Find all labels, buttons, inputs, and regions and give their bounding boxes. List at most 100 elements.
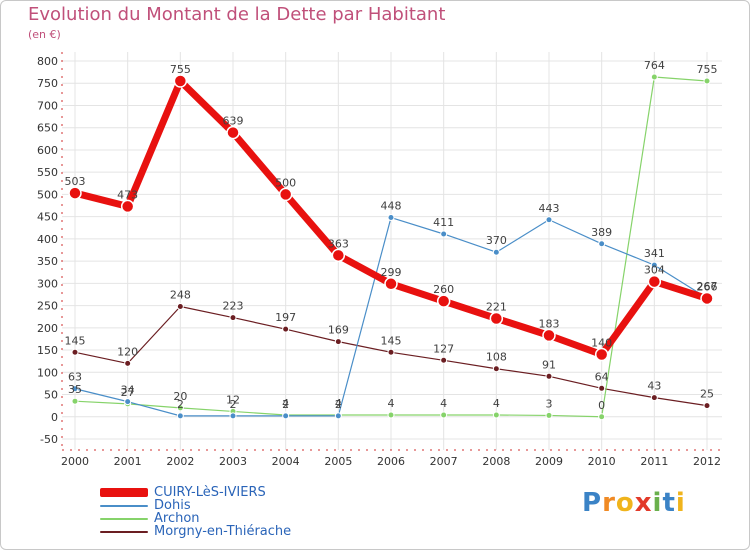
x-tick-label: 2001: [114, 455, 142, 468]
legend-swatch: [100, 530, 148, 533]
y-tick-label: 450: [37, 211, 58, 224]
data-point: [282, 325, 290, 333]
legend-item: Morgny-en-Thiérache: [100, 525, 291, 538]
data-point: [282, 412, 290, 420]
data-point: [542, 328, 556, 343]
data-label: 35: [68, 383, 82, 396]
data-label: 500: [275, 176, 296, 189]
data-point: [173, 74, 188, 88]
y-tick-label: 550: [37, 166, 58, 179]
data-label: 3: [546, 397, 553, 410]
data-label: 20: [173, 390, 187, 403]
data-point: [703, 402, 711, 410]
y-tick-label: 800: [37, 55, 58, 68]
x-tick-label: 2009: [535, 455, 563, 468]
chart-unit-label: (en €): [28, 28, 61, 41]
y-tick-label: 250: [37, 300, 58, 313]
data-label: 140: [591, 337, 612, 350]
data-point: [278, 187, 293, 202]
data-point: [650, 261, 658, 269]
data-label: 2: [335, 398, 342, 411]
data-label: 755: [170, 63, 191, 76]
data-point: [594, 347, 609, 362]
data-point: [700, 291, 714, 306]
data-label: 248: [170, 288, 191, 301]
data-point: [647, 274, 662, 289]
data-label: 2: [282, 398, 289, 411]
data-label: 34: [121, 384, 135, 397]
y-tick-label: 100: [37, 366, 58, 379]
y-tick-label: 50: [44, 389, 58, 402]
data-point: [492, 365, 500, 373]
data-point: [650, 394, 658, 402]
data-label: 91: [542, 358, 556, 371]
x-tick-label: 2007: [430, 455, 458, 468]
data-point: [334, 412, 342, 420]
data-point: [545, 411, 553, 419]
data-point: [124, 398, 132, 406]
data-label: 411: [433, 216, 454, 229]
y-tick-label: 350: [37, 255, 58, 268]
data-point: [334, 338, 342, 346]
data-point: [176, 404, 184, 412]
data-label: 12: [226, 393, 240, 406]
data-label: 639: [223, 115, 244, 128]
data-point: [489, 311, 504, 326]
data-label: 4: [440, 397, 447, 410]
data-point: [226, 125, 240, 140]
data-point: [436, 294, 451, 308]
y-tick-label: 200: [37, 322, 58, 335]
data-label: 221: [486, 300, 507, 313]
y-tick-label: 150: [37, 344, 58, 357]
data-point: [124, 359, 132, 367]
data-label: 764: [644, 59, 665, 72]
data-point: [71, 397, 79, 405]
data-label: 223: [223, 300, 244, 313]
x-tick-label: 2006: [377, 455, 405, 468]
data-point: [229, 412, 237, 420]
data-point: [598, 384, 606, 392]
data-point: [440, 356, 448, 364]
data-label: 503: [65, 175, 86, 188]
data-point: [440, 411, 448, 419]
legend-swatch: [100, 517, 148, 520]
legend-swatch: [100, 504, 148, 507]
proxiti-logo: Proxiti: [582, 488, 686, 518]
data-label: 473: [117, 188, 138, 201]
data-label: 4: [388, 397, 395, 410]
data-point: [703, 77, 711, 85]
data-point: [598, 413, 606, 421]
legend-label: Dohis: [154, 498, 191, 513]
y-tick-label: 500: [37, 188, 58, 201]
data-label: 448: [381, 200, 402, 213]
data-label: 0: [598, 399, 605, 412]
y-tick-label: 700: [37, 99, 58, 112]
y-tick-label: 650: [37, 122, 58, 135]
data-label: 443: [539, 202, 560, 215]
data-point: [331, 248, 346, 263]
data-point: [387, 411, 395, 419]
x-tick-label: 2004: [272, 455, 300, 468]
y-tick-label: 400: [37, 233, 58, 246]
data-point: [229, 314, 237, 322]
data-label: 127: [433, 342, 454, 355]
data-point: [440, 230, 448, 238]
data-point: [545, 372, 553, 380]
legend-label: Archon: [154, 511, 200, 526]
data-label: 4: [335, 397, 342, 410]
legend-label: CUIRY-LèS-IVIERS: [154, 485, 266, 500]
legend-item: CUIRY-LèS-IVIERS: [100, 486, 291, 499]
data-label: 197: [275, 311, 296, 324]
chart-title: Evolution du Montant de la Dette par Hab…: [28, 4, 446, 25]
data-label: 145: [381, 334, 402, 347]
data-label: 145: [65, 334, 86, 347]
x-tick-label: 2011: [640, 455, 668, 468]
data-point: [120, 199, 135, 214]
data-label: 169: [328, 324, 349, 337]
data-label: 370: [486, 234, 507, 247]
data-point: [545, 216, 553, 224]
y-tick-label: 750: [37, 77, 58, 90]
data-point: [387, 214, 395, 222]
data-point: [71, 385, 79, 393]
